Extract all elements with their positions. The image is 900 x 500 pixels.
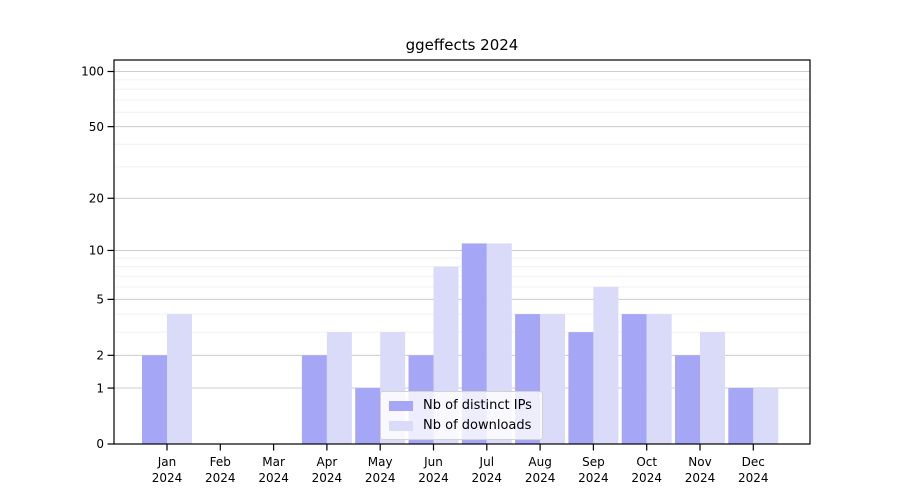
bar-downloads-Nov	[700, 332, 725, 444]
legend: Nb of distinct IPs Nb of downloads	[380, 391, 543, 440]
bar-distinct-ips-Nov	[675, 355, 700, 444]
legend-label-downloads: Nb of downloads	[423, 418, 532, 433]
x-tick-label-year: 2024	[205, 471, 236, 485]
x-tick-label-month: Jun	[423, 455, 443, 469]
bar-downloads-Dec	[753, 388, 779, 444]
legend-swatch-distinct-ips	[389, 400, 413, 411]
x-tick-label-month: Sep	[582, 455, 605, 469]
y-tick-label: 2	[96, 349, 104, 363]
bar-distinct-ips-Jan	[142, 355, 167, 444]
x-tick-label-year: 2024	[418, 471, 449, 485]
bar-downloads-Apr	[326, 332, 352, 444]
chart-title: ggeffects 2024	[405, 36, 519, 54]
legend-swatch-downloads	[389, 420, 413, 431]
bar-distinct-ips-Sep	[568, 332, 594, 444]
x-tick-label-month: Mar	[262, 455, 285, 469]
y-tick-label: 5	[96, 293, 104, 307]
legend-item-distinct-ips: Nb of distinct IPs	[389, 398, 532, 413]
bar-downloads-Aug	[540, 314, 566, 444]
x-tick-label-month: May	[368, 455, 393, 469]
x-tick-label-year: 2024	[525, 471, 556, 485]
x-tick-label-year: 2024	[312, 471, 343, 485]
y-tick-label: 100	[81, 65, 104, 79]
axes-box	[113, 59, 811, 445]
y-tick-label: 50	[89, 120, 104, 134]
x-tick-label-month: Jan	[157, 455, 177, 469]
x-tick-label-year: 2024	[578, 471, 609, 485]
x-tick-label-year: 2024	[738, 471, 769, 485]
y-tick-label: 10	[89, 244, 104, 258]
bar-distinct-ips-Oct	[621, 314, 647, 444]
y-tick-label: 0	[96, 437, 104, 451]
x-tick-label-month: Oct	[636, 455, 657, 469]
x-tick-label-year: 2024	[152, 471, 183, 485]
x-tick-label-month: Aug	[528, 455, 551, 469]
x-tick-label-month: Dec	[742, 455, 765, 469]
bar-distinct-ips-Apr	[301, 355, 327, 444]
y-tick-label: 20	[89, 191, 104, 205]
legend-item-downloads: Nb of downloads	[389, 418, 532, 433]
x-tick-label-year: 2024	[365, 471, 396, 485]
legend-label-distinct-ips: Nb of distinct IPs	[423, 398, 532, 413]
bar-downloads-Jan	[167, 314, 192, 444]
y-tick-label: 1	[96, 381, 104, 395]
x-tick-label-year: 2024	[258, 471, 289, 485]
x-tick-label-year: 2024	[631, 471, 662, 485]
bar-distinct-ips-Dec	[728, 388, 754, 444]
bar-downloads-Sep	[593, 286, 619, 444]
x-tick-label-month: Feb	[210, 455, 231, 469]
bar-downloads-Oct	[646, 314, 672, 444]
bar-distinct-ips-May	[355, 388, 381, 444]
x-tick-label-month: Nov	[688, 455, 711, 469]
x-tick-label-month: Apr	[317, 455, 338, 469]
x-tick-label-month: Jul	[479, 455, 494, 469]
x-tick-label-year: 2024	[685, 471, 716, 485]
x-tick-label-year: 2024	[472, 471, 503, 485]
